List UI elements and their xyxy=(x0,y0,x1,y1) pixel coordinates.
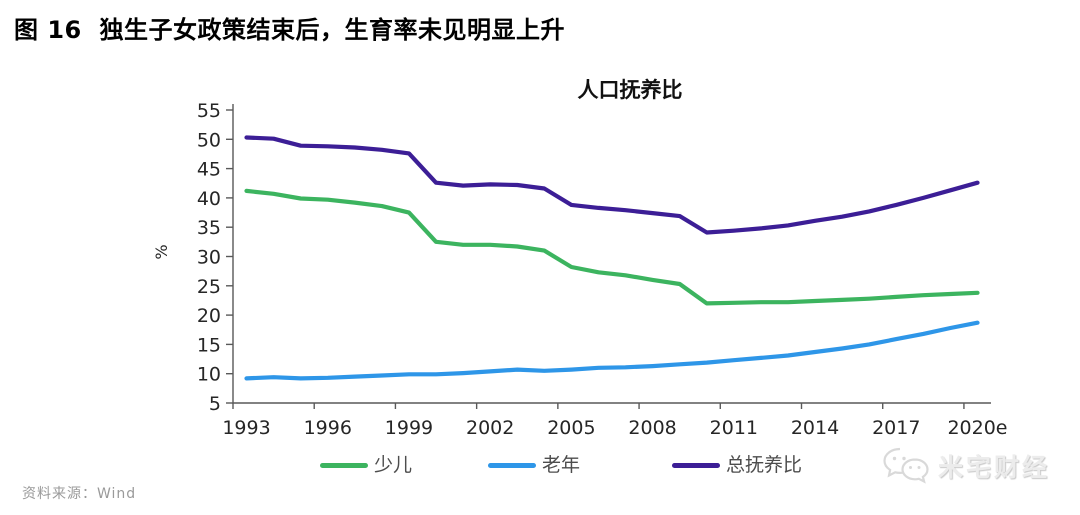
legend-label-elderly: 老年 xyxy=(542,454,581,476)
x-tick-label: 2002 xyxy=(466,417,514,439)
y-tick-label: 15 xyxy=(197,334,221,356)
x-tick-label: 1999 xyxy=(385,417,433,439)
x-tick-label: 2014 xyxy=(791,417,839,439)
x-tick-label: 2017 xyxy=(872,417,920,439)
y-tick-label: 20 xyxy=(197,305,221,327)
x-tick-label: 2011 xyxy=(710,417,758,439)
y-tick-label: 25 xyxy=(197,276,221,298)
series-line-child xyxy=(244,188,980,306)
legend-item-total: 总抚养比 xyxy=(672,453,802,477)
figure-title: 图 16 独生子女政策结束后，生育率未见明显上升 xyxy=(14,16,565,44)
y-tick-label: 35 xyxy=(197,217,221,239)
x-tick-label: 2005 xyxy=(547,417,595,439)
chart-legend: 少儿 老年 总抚养比 xyxy=(0,453,1080,477)
y-tick-label: 10 xyxy=(197,364,221,386)
legend-label-total: 总抚养比 xyxy=(726,454,803,476)
y-axis-unit-label: % xyxy=(152,244,171,259)
x-tick-label: 1996 xyxy=(304,417,352,439)
series-line-total xyxy=(244,135,980,235)
series-line-elderly xyxy=(244,320,980,381)
x-tick-label: 1993 xyxy=(222,417,270,439)
legend-line-total xyxy=(672,462,720,468)
legend-label-child: 少儿 xyxy=(374,454,413,476)
legend-item-elderly: 老年 xyxy=(488,453,580,477)
y-tick-label: 45 xyxy=(197,159,221,181)
x-tick-label: 2008 xyxy=(628,417,676,439)
watermark-text: 米宅财经 xyxy=(938,453,1051,482)
y-tick-label: 40 xyxy=(197,188,221,210)
x-tick-label: 2020e xyxy=(947,417,1007,439)
legend-line-elderly xyxy=(488,462,536,468)
legend-line-child xyxy=(320,462,368,468)
y-tick-label: 5 xyxy=(209,393,221,415)
watermark: 米宅财经 xyxy=(882,444,1072,488)
data-source-label: 资料来源：Wind xyxy=(22,486,137,502)
y-tick-label: 55 xyxy=(197,100,221,122)
legend-item-child: 少儿 xyxy=(320,453,412,477)
y-tick-label: 50 xyxy=(197,129,221,151)
y-tick-label: 30 xyxy=(197,247,221,269)
wechat-icon xyxy=(883,447,929,484)
chart-title: 人口抚养比 xyxy=(577,78,683,102)
